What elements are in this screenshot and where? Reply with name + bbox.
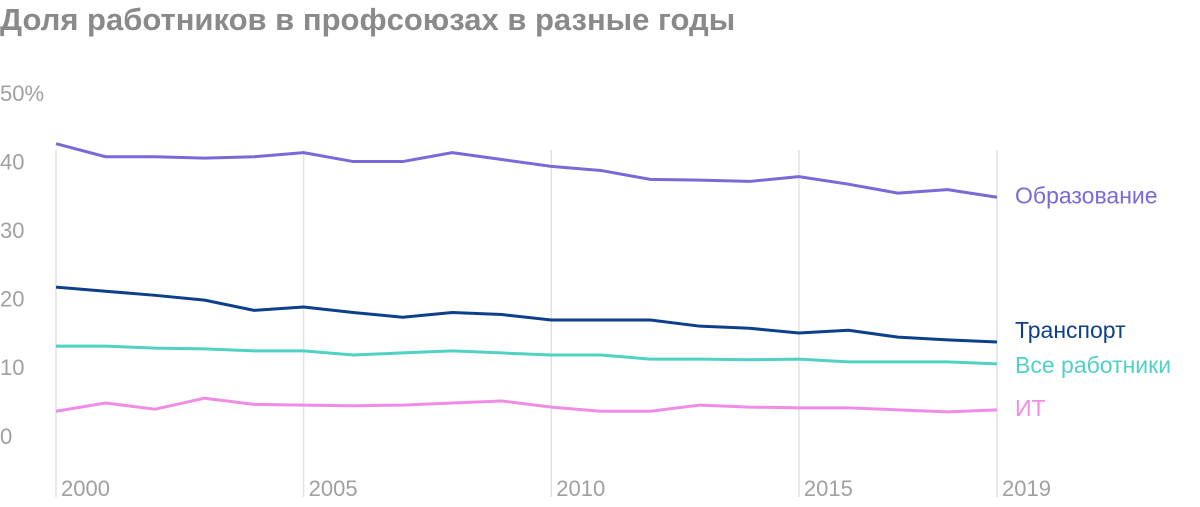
y-tick-label: 10 xyxy=(0,355,24,380)
x-tick-label: 2019 xyxy=(1002,476,1051,501)
series-label: Транспорт xyxy=(1015,317,1126,343)
series-label: Образование xyxy=(1015,182,1158,208)
series-line xyxy=(55,396,998,414)
x-tick-label: 2010 xyxy=(556,476,605,501)
series-label: ИТ xyxy=(1015,395,1046,421)
y-tick-label: 0 xyxy=(0,424,12,449)
chart-title: Доля работников в профсоюзах в разные го… xyxy=(0,2,735,37)
y-tick-label: 20 xyxy=(0,287,24,312)
series-line xyxy=(56,344,998,366)
x-tick-label: 2015 xyxy=(804,476,853,501)
x-tick-label: 2000 xyxy=(61,476,110,501)
y-tick-label: 30 xyxy=(0,218,24,243)
series-line xyxy=(55,142,998,199)
x-tick-label: 2005 xyxy=(309,476,358,501)
y-tick-label: 50% xyxy=(0,81,44,106)
y-tick-label: 40 xyxy=(0,149,24,174)
series-label: Все работники xyxy=(1015,352,1171,378)
series-line xyxy=(55,285,998,344)
